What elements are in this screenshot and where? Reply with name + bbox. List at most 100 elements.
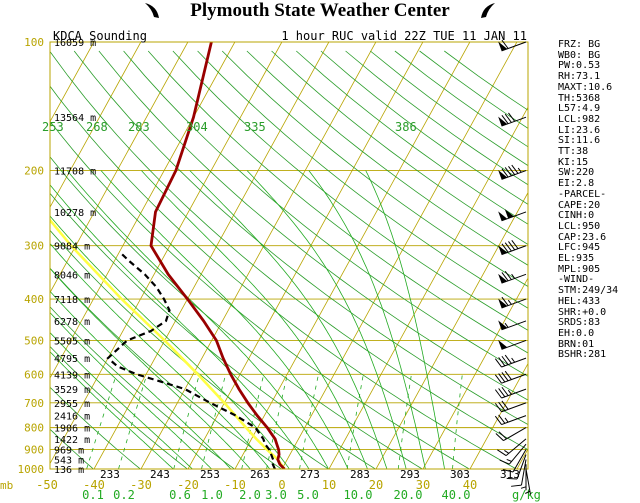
index-line: L57:4.9 — [558, 103, 601, 115]
wind-barb — [498, 320, 527, 331]
theta-bottom-label: 293 — [400, 468, 420, 481]
index-line: TT:38 — [558, 146, 589, 158]
dry-adiabat — [50, 386, 141, 469]
height-label: 3529 m — [54, 385, 90, 396]
dry-adiabat — [0, 51, 8, 478]
temperature-line — [149, 42, 286, 469]
index-line: -PARCEL- — [558, 188, 607, 200]
pressure-tick-label: 700 — [24, 397, 44, 410]
index-line: SW:220 — [558, 167, 595, 179]
moist-adiabat — [365, 170, 446, 469]
wind-barb — [520, 464, 527, 491]
index-line: CAP:23.6 — [558, 231, 607, 243]
theta-top-label: 253 — [42, 120, 64, 134]
mixing-ratio-tick-label: 0.6 — [169, 488, 191, 502]
temperature-tick-label: 20 — [369, 478, 383, 492]
wind-barb — [498, 270, 527, 284]
theta-top-label: 283 — [128, 120, 150, 134]
isotherm — [422, 277, 528, 469]
mixing-ratio-tick-label: 1.0 — [201, 488, 223, 502]
index-line: LFC:945 — [558, 242, 601, 254]
wind-barb — [498, 239, 527, 256]
pressure-tick-label: 1000 — [18, 463, 45, 476]
station-label: KDCA Sounding — [53, 29, 147, 43]
index-line: STM:249/34 — [558, 285, 619, 297]
valid-time-label: 1 hour RUC valid 22Z TUE 11 JAN 11 — [281, 29, 527, 43]
index-line: BRN:01 — [558, 338, 595, 350]
parcel-line — [50, 218, 286, 469]
dry-adiabat — [147, 50, 528, 354]
temperature-tick-label: -20 — [177, 478, 199, 492]
wind-barb — [499, 443, 527, 465]
pressure-tick-label: 400 — [24, 293, 44, 306]
dry-adiabat — [50, 85, 518, 469]
index-line: WB0: BG — [558, 49, 601, 61]
mixing-ratio-tick-label: 10.0 — [344, 488, 373, 502]
wind-barb — [511, 459, 527, 487]
isotherm — [375, 191, 528, 469]
wind-barbs — [494, 39, 532, 495]
pressure-tick-label: 800 — [24, 422, 44, 435]
index-line: FRZ: BG — [558, 39, 601, 50]
isotherm — [50, 42, 142, 209]
pressure-tick-label: 600 — [24, 368, 44, 381]
theta-bottom-label: 313 — [500, 468, 520, 481]
isotherm — [187, 42, 424, 469]
moist-adiabat — [308, 170, 426, 469]
height-label: 969 m — [54, 445, 84, 456]
dry-adiabat — [50, 345, 188, 469]
mixing-ratio-tick-label: 0.1 — [82, 488, 104, 502]
index-line: LI:23.6 — [558, 124, 601, 136]
theta-top-label: 386 — [395, 120, 417, 134]
wind-barb — [502, 449, 527, 473]
moist-adiabat — [50, 290, 232, 469]
wind-barb — [497, 438, 527, 456]
wind-barb — [494, 354, 527, 368]
mixing-ratio-tick-label: 0.2 — [113, 488, 135, 502]
height-label: 2955 m — [54, 399, 90, 410]
moist-adiabat — [50, 312, 213, 469]
right-title-icon — [481, 3, 495, 18]
left-title-icon — [145, 3, 159, 18]
moist-adiabat — [50, 332, 193, 469]
wind-barb — [494, 400, 527, 413]
dry-adiabat — [98, 50, 528, 401]
dry-adiabat — [271, 50, 528, 245]
mixing-ratio-unit: g/kg — [512, 488, 541, 502]
height-label: 13564 m — [54, 113, 96, 124]
theta-bottom-label: 283 — [350, 468, 370, 481]
isotherm — [234, 42, 471, 469]
pressure-tick-label: 900 — [24, 443, 44, 456]
mixing-ratio-line — [452, 374, 463, 469]
dry-adiabat — [172, 50, 528, 331]
index-line: PW:0.53 — [558, 60, 601, 72]
theta-top-label: 268 — [86, 120, 108, 134]
pressure-tick-label: 300 — [24, 240, 44, 253]
isotherm — [328, 106, 528, 469]
dry-adiabat — [73, 50, 528, 426]
height-label: 16059 m — [54, 38, 96, 49]
wind-barb — [498, 39, 527, 52]
dry-adiabat — [0, 51, 56, 478]
wind-barb — [498, 209, 527, 222]
theta-bottom-label: 303 — [450, 468, 470, 481]
moist-adiabat — [189, 170, 388, 469]
dry-adiabat — [50, 120, 471, 469]
dry-adiabat — [50, 428, 94, 469]
title-bar: Plymouth State Weather Center — [0, 0, 640, 26]
moist-adiabat — [246, 170, 407, 469]
temperature-tick-label: 10 — [322, 478, 336, 492]
wind-barb — [506, 454, 527, 480]
index-line: SI:11.6 — [558, 135, 601, 147]
x-axis-label: mb — [0, 479, 13, 492]
dry-adiabat — [50, 306, 236, 469]
height-label: 5505 m — [54, 336, 90, 347]
wind-barb — [495, 427, 527, 442]
index-line: CINH:0 — [558, 210, 595, 222]
wind-barb — [494, 370, 527, 384]
plot-background — [50, 42, 528, 469]
index-line: KI:15 — [558, 156, 589, 168]
moist-adiabat — [100, 170, 349, 469]
height-label: 4795 m — [54, 354, 90, 365]
